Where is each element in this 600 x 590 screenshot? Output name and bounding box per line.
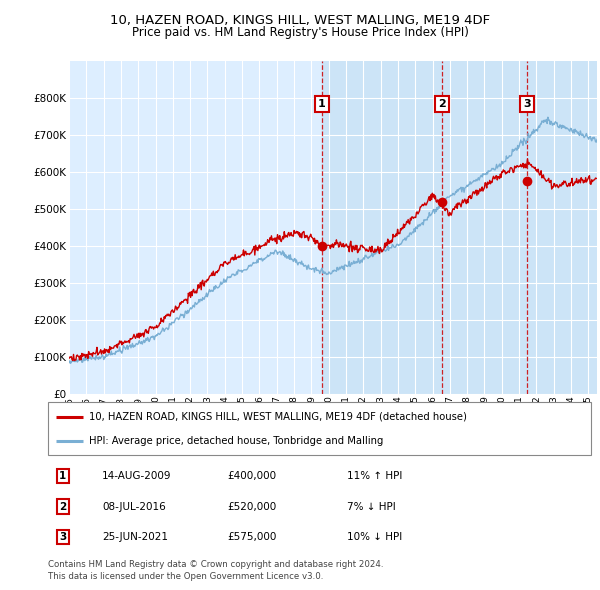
Text: 3: 3 — [524, 99, 531, 109]
Text: £575,000: £575,000 — [227, 532, 277, 542]
Text: 1: 1 — [59, 471, 66, 481]
Text: 25-JUN-2021: 25-JUN-2021 — [103, 532, 168, 542]
Text: 1: 1 — [318, 99, 326, 109]
Text: Contains HM Land Registry data © Crown copyright and database right 2024.
This d: Contains HM Land Registry data © Crown c… — [48, 560, 383, 581]
Text: Price paid vs. HM Land Registry's House Price Index (HPI): Price paid vs. HM Land Registry's House … — [131, 26, 469, 39]
Text: 10, HAZEN ROAD, KINGS HILL, WEST MALLING, ME19 4DF (detached house): 10, HAZEN ROAD, KINGS HILL, WEST MALLING… — [89, 412, 467, 422]
Text: £400,000: £400,000 — [227, 471, 277, 481]
Bar — [322, 61, 597, 394]
Text: £520,000: £520,000 — [227, 502, 277, 512]
Text: 10, HAZEN ROAD, KINGS HILL, WEST MALLING, ME19 4DF: 10, HAZEN ROAD, KINGS HILL, WEST MALLING… — [110, 14, 490, 27]
Text: 08-JUL-2016: 08-JUL-2016 — [103, 502, 166, 512]
Text: 2: 2 — [59, 502, 66, 512]
Text: 11% ↑ HPI: 11% ↑ HPI — [347, 471, 402, 481]
Text: 14-AUG-2009: 14-AUG-2009 — [103, 471, 172, 481]
Text: HPI: Average price, detached house, Tonbridge and Malling: HPI: Average price, detached house, Tonb… — [89, 436, 383, 446]
Text: 7% ↓ HPI: 7% ↓ HPI — [347, 502, 395, 512]
Text: 10% ↓ HPI: 10% ↓ HPI — [347, 532, 402, 542]
Text: 3: 3 — [59, 532, 66, 542]
Text: 2: 2 — [437, 99, 445, 109]
